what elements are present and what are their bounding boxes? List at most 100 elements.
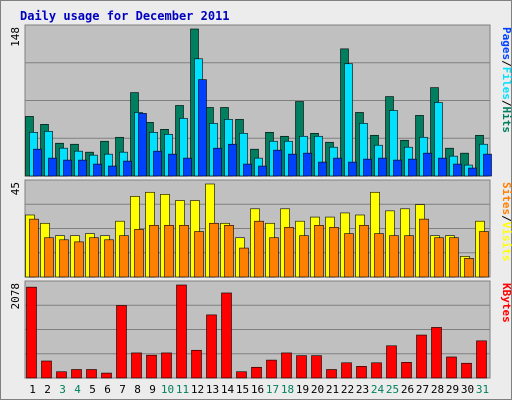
bar-sites-day-16 [254,220,264,278]
bar-sites-day-11 [179,225,189,278]
bar-pages-day-23 [363,158,372,177]
bar-sites-day-24 [374,233,384,278]
bar-pages-day-4 [78,159,87,177]
bar-pages-day-19 [303,152,312,177]
bar-sites-day-30 [464,258,474,278]
x-tick-label: 10 [161,383,174,396]
legend-item: / [500,60,512,67]
chart-title: Daily usage for December 2011 [20,9,230,23]
legend-item: / [500,215,512,222]
bar-kbytes-day-19 [296,355,307,379]
bar-kbytes-day-6 [101,372,112,379]
bar-sites-day-29 [449,237,459,278]
bar-kbytes-day-24 [371,362,382,379]
bar-pages-day-16 [258,165,267,177]
bar-pages-day-1 [33,148,42,177]
bar-kbytes-day-4 [71,369,82,379]
bar-sites-day-26 [404,235,414,278]
x-tick-label: 31 [476,383,489,396]
bar-pages-day-31 [483,153,492,177]
legend-item: Hits [500,107,512,134]
bar-kbytes-day-1 [26,286,37,379]
bar-files-day-22 [344,63,353,177]
bar-kbytes-day-29 [446,356,457,379]
bar-kbytes-day-31 [476,340,487,379]
x-tick-label: 17 [266,383,279,396]
bar-sites-day-10 [164,225,174,278]
x-tick-label: 27 [416,383,429,396]
bar-sites-day-21 [329,227,339,278]
bar-pages-day-30 [468,167,477,177]
bar-kbytes-day-22 [341,362,352,379]
bar-sites-day-19 [299,235,309,278]
bar-kbytes-day-28 [431,327,442,379]
bar-sites-day-17 [269,237,279,278]
bar-kbytes-day-21 [326,369,337,379]
bar-pages-day-6 [108,165,117,177]
bar-sites-day-28 [434,237,444,278]
y-max-label: 45 [9,182,22,195]
x-tick-label: 1 [29,383,36,396]
bar-pages-day-18 [288,153,297,177]
x-tick-label: 22 [341,383,354,396]
bar-pages-day-8 [138,113,147,177]
bar-sites-day-12 [194,231,204,278]
bar-pages-day-25 [393,159,402,177]
legend: Sites/Visits [500,182,512,262]
bar-kbytes-day-20 [311,355,322,379]
bar-sites-day-9 [149,225,159,278]
bar-kbytes-day-27 [416,334,427,379]
bar-kbytes-day-15 [236,371,247,379]
bar-sites-day-31 [479,231,489,278]
x-tick-label: 29 [446,383,459,396]
x-tick-label: 8 [134,383,141,396]
bar-kbytes-day-14 [221,292,232,379]
bar-sites-day-27 [419,218,429,278]
x-tick-label: 18 [281,383,294,396]
bar-sites-day-25 [389,235,399,278]
x-tick-label: 23 [356,383,369,396]
bar-kbytes-day-11 [176,284,187,379]
bar-kbytes-day-23 [356,366,367,379]
legend: KBytes [500,283,512,323]
bar-pages-day-11 [183,157,192,177]
x-tick-label: 24 [371,383,385,396]
x-tick-label: 25 [386,383,399,396]
legend-item: Pages [500,27,512,60]
bar-kbytes-day-9 [146,354,157,379]
bar-pages-day-28 [438,157,447,177]
bar-sites-day-22 [344,233,354,278]
bar-sites-day-8 [134,229,144,278]
bar-kbytes-day-26 [401,362,412,379]
bar-sites-day-23 [359,225,369,278]
y-max-label: 2078 [9,283,22,310]
bar-sites-day-14 [224,225,234,278]
x-tick-label: 16 [251,383,264,396]
bar-kbytes-day-30 [461,362,472,379]
x-tick-label: 19 [296,383,309,396]
x-tick-label: 26 [401,383,414,396]
bar-sites-day-6 [104,239,114,278]
legend-item: Files [500,67,512,100]
bar-sites-day-18 [284,227,294,278]
bar-pages-day-22 [348,161,357,177]
bar-pages-day-17 [273,149,282,177]
x-tick-label: 11 [176,383,189,396]
bar-sites-day-4 [74,241,84,278]
x-axis-labels: 1 2 3 4 5 6 7 8 9 10 11 12 13 14 15 16 17 18 19 20 21 22 23 24 2… [29,383,489,396]
bar-pages-day-10 [168,153,177,177]
x-tick-label: 20 [311,383,324,396]
bar-sites-day-5 [89,237,99,278]
bar-sites-day-1 [29,218,39,278]
legend-item: / [500,100,512,107]
x-tick-label: 7 [119,383,126,396]
x-tick-label: 13 [206,383,219,396]
bar-kbytes-day-13 [206,314,217,379]
bar-pages-day-24 [378,157,387,177]
panel-visits-sites: 45 Sites/Visits [9,179,512,278]
x-tick-label: 28 [431,383,444,396]
bar-pages-day-2 [48,157,57,177]
x-tick-label: 6 [104,383,111,396]
